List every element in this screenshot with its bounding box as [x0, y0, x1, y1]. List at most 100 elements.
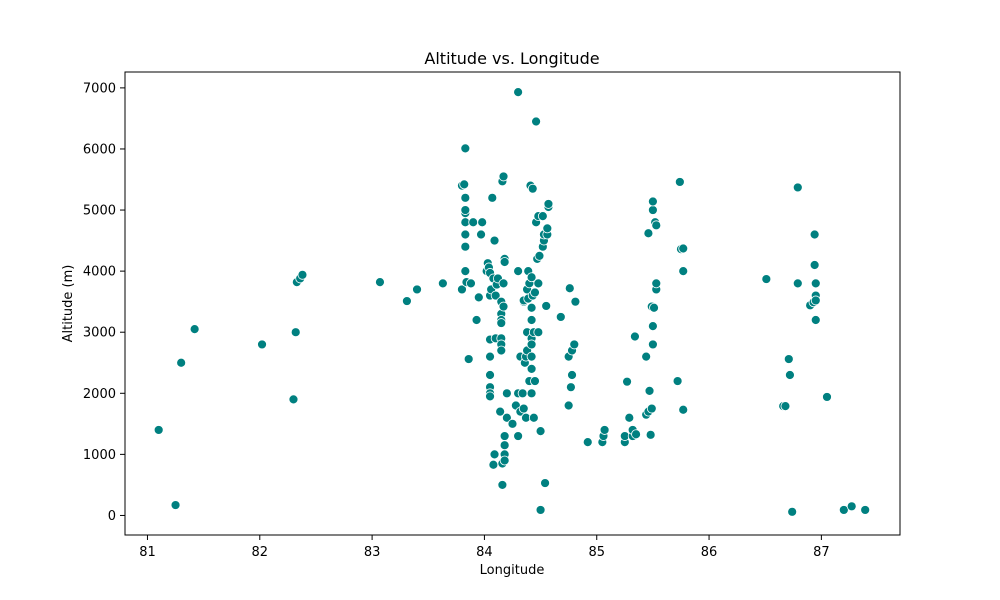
- y-tick-label: 3000: [83, 326, 116, 341]
- data-point: [810, 315, 821, 325]
- y-tick-label: 7000: [83, 81, 116, 96]
- data-point: [647, 321, 658, 332]
- data-point: [288, 394, 299, 405]
- data-point: [785, 370, 795, 380]
- data-point: [526, 363, 537, 374]
- data-point: [485, 370, 495, 380]
- data-point: [476, 229, 486, 240]
- data-point: [485, 391, 495, 402]
- data-point: [498, 301, 509, 312]
- data-point: [534, 250, 545, 261]
- data-point: [846, 501, 857, 512]
- data-point: [537, 211, 548, 222]
- data-point: [153, 425, 164, 435]
- data-point: [651, 220, 662, 231]
- data-point: [535, 426, 546, 437]
- data-point: [630, 331, 640, 342]
- data-point: [649, 302, 659, 313]
- data-point: [487, 192, 498, 203]
- data-point: [540, 478, 550, 488]
- data-point: [582, 437, 593, 448]
- data-point: [526, 351, 537, 362]
- x-tick-label: 86: [701, 545, 718, 560]
- data-point: [822, 392, 832, 402]
- data-point: [189, 324, 200, 335]
- y-tick-label: 2000: [83, 387, 116, 402]
- data-point: [564, 283, 575, 294]
- data-point: [641, 351, 652, 362]
- data-point: [412, 284, 422, 295]
- data-point: [485, 351, 495, 362]
- data-point: [499, 455, 510, 466]
- data-point: [460, 266, 471, 277]
- data-point: [499, 440, 510, 451]
- data-point: [535, 505, 546, 515]
- data-point: [599, 425, 610, 435]
- data-point: [526, 272, 537, 283]
- data-point: [527, 183, 538, 194]
- data-point: [495, 406, 506, 417]
- plot-frame: [124, 71, 901, 536]
- data-point: [402, 296, 412, 306]
- data-point: [466, 278, 476, 289]
- data-point: [810, 278, 821, 289]
- data-point: [518, 403, 529, 414]
- data-point: [290, 327, 301, 338]
- data-point: [460, 205, 471, 215]
- data-point: [499, 257, 510, 267]
- data-point: [496, 318, 507, 328]
- x-tick-label: 82: [252, 545, 269, 560]
- data-point: [497, 480, 508, 490]
- data-point: [471, 315, 482, 325]
- data-point: [513, 87, 524, 98]
- data-point: [257, 339, 267, 350]
- data-point: [489, 235, 500, 246]
- data-point: [672, 376, 683, 386]
- data-point: [528, 412, 539, 423]
- data-point: [531, 116, 541, 127]
- data-point: [459, 179, 470, 190]
- data-point: [678, 266, 689, 277]
- data-point: [488, 459, 499, 470]
- x-tick-label: 87: [813, 545, 830, 560]
- data-point: [473, 292, 484, 303]
- data-point: [501, 388, 512, 399]
- data-point: [567, 370, 577, 380]
- data-point: [647, 339, 658, 350]
- data-point: [569, 339, 580, 350]
- points-layer: [153, 87, 871, 517]
- data-point: [651, 278, 662, 289]
- data-point: [783, 354, 794, 364]
- x-tick-label: 83: [364, 545, 381, 560]
- data-point: [761, 274, 772, 284]
- data-point: [787, 506, 798, 517]
- data-point: [513, 266, 524, 277]
- data-point: [297, 269, 308, 280]
- data-point: [570, 296, 581, 307]
- ticks-layer: 81 82 83 84 85 86 87 0 1000 2000 3000 4000 5000 6000 7…: [83, 81, 830, 560]
- data-point: [460, 143, 471, 154]
- chart-title: Altitude vs. Longitude: [424, 49, 599, 68]
- data-point: [674, 177, 685, 187]
- data-point: [513, 431, 524, 441]
- data-point: [460, 229, 471, 240]
- data-point: [809, 260, 820, 270]
- y-tick-label: 6000: [83, 142, 116, 157]
- data-point: [526, 315, 537, 325]
- data-point: [468, 217, 479, 228]
- data-point: [507, 418, 518, 429]
- data-point: [541, 301, 552, 311]
- data-point: [170, 500, 181, 510]
- y-axis-label: Altitude (m): [61, 265, 76, 343]
- data-point: [838, 505, 849, 515]
- x-axis-label: Longitude: [480, 563, 545, 578]
- data-point: [526, 388, 537, 399]
- data-point: [809, 229, 820, 240]
- data-point: [477, 217, 488, 228]
- y-tick-label: 4000: [83, 265, 116, 280]
- data-point: [622, 376, 632, 387]
- y-tick-label: 1000: [83, 448, 116, 463]
- data-point: [498, 278, 509, 289]
